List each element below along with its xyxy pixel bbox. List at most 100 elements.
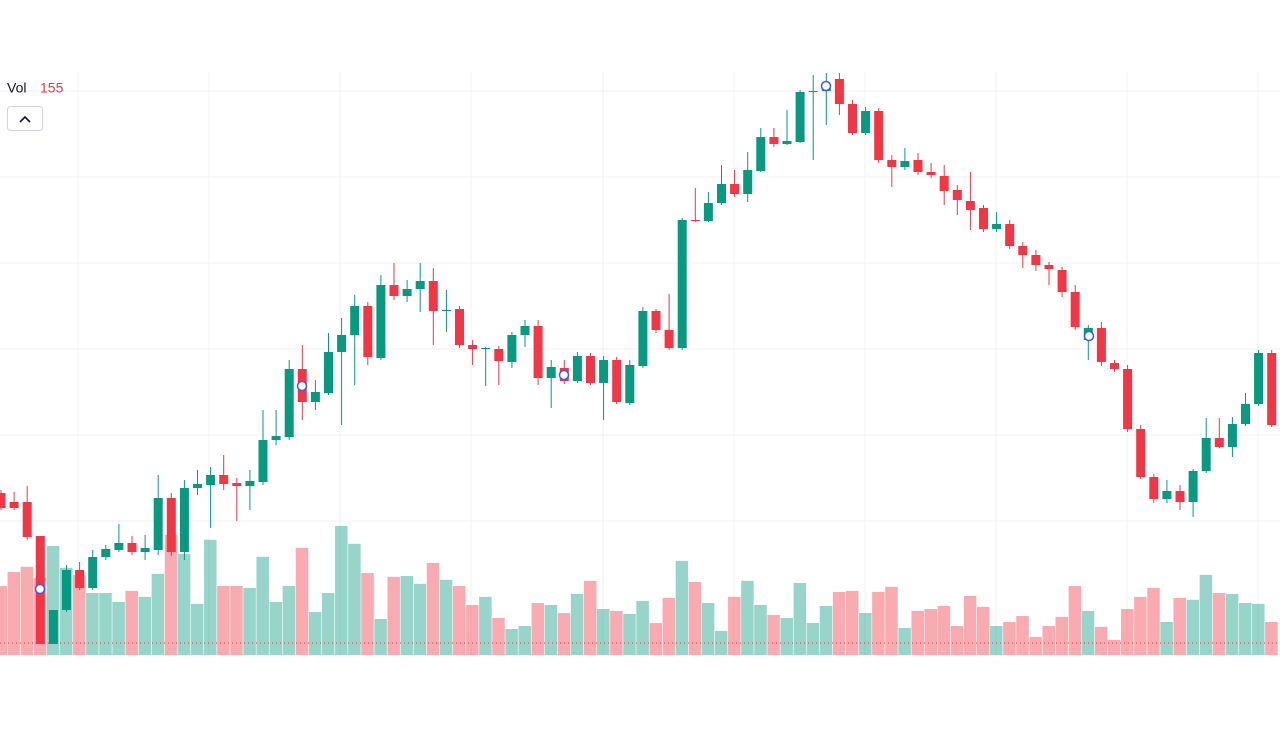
candle-body <box>677 220 687 348</box>
candle-body <box>638 311 648 366</box>
volume-bar <box>1003 621 1016 655</box>
volume-bar <box>20 566 34 655</box>
candle-body <box>795 92 805 142</box>
event-marker[interactable] <box>34 583 46 595</box>
volume-bar <box>623 613 636 655</box>
collapse-button[interactable] <box>7 106 43 131</box>
volume-bar <box>924 608 938 655</box>
volume-bar <box>374 619 387 655</box>
legend-value: 155 <box>40 80 64 96</box>
volume-bar <box>1199 574 1213 655</box>
candle-body <box>730 184 740 194</box>
candle-body <box>703 203 713 221</box>
candle-body <box>310 392 320 402</box>
volume-bar <box>492 617 505 655</box>
volume-bar <box>361 572 374 655</box>
volume-bar <box>282 585 296 655</box>
candle-body <box>324 352 333 393</box>
candle-body <box>428 281 438 311</box>
volume-bar <box>793 583 807 655</box>
candle-body <box>1162 491 1172 499</box>
candle-body <box>206 475 216 485</box>
volume-bar <box>701 603 715 655</box>
volume-bars <box>0 525 1278 655</box>
candle-body <box>1188 471 1198 502</box>
event-markers <box>34 80 1095 595</box>
candle-body <box>900 161 910 167</box>
volume-bar <box>610 610 623 655</box>
candle-body <box>1175 491 1185 502</box>
event-marker[interactable] <box>296 380 308 392</box>
volume-bar <box>1160 621 1173 655</box>
volume-bar <box>1081 610 1095 655</box>
candle-body <box>337 335 347 352</box>
volume-bar <box>845 590 859 655</box>
volume-bar <box>819 606 833 655</box>
volume-bar <box>505 629 518 655</box>
volume-bar <box>976 606 990 655</box>
chevron-up-icon[interactable] <box>19 115 31 123</box>
volume-bar <box>832 591 846 655</box>
volume-bar <box>675 560 689 655</box>
volume-bar <box>86 593 99 655</box>
volume-bar <box>112 601 125 655</box>
volume-bar <box>413 583 427 655</box>
volume-bar <box>859 613 872 655</box>
volume-bar <box>138 596 152 655</box>
volume-bar <box>335 525 348 655</box>
candle-body <box>952 190 962 200</box>
volume-bar <box>1252 603 1265 655</box>
volume-bar <box>1016 616 1029 655</box>
candle-body <box>455 309 464 345</box>
volume-bar <box>190 603 204 655</box>
volume-bar <box>73 574 86 655</box>
volume-bar <box>583 580 597 655</box>
candle-body <box>887 160 897 167</box>
volume-bar <box>885 586 898 655</box>
volume-bar <box>230 585 243 655</box>
volume-bar <box>1042 626 1055 655</box>
volume-bar <box>597 608 610 655</box>
volume-bar <box>636 600 649 655</box>
candle-body <box>441 310 451 311</box>
candle-body <box>1241 404 1250 424</box>
volume-bar <box>1094 626 1108 655</box>
candle-body <box>769 137 779 144</box>
candle-body <box>0 493 6 508</box>
volume-bar <box>963 595 977 655</box>
candle-body <box>245 481 255 486</box>
volume-bar <box>1147 587 1160 655</box>
candle-body <box>75 570 85 588</box>
event-marker[interactable] <box>558 369 570 381</box>
event-marker[interactable] <box>820 80 832 92</box>
candle-body <box>965 201 975 210</box>
volume-bar <box>557 613 571 655</box>
candle-body <box>166 498 176 552</box>
candle-body <box>219 475 229 484</box>
candle-body <box>520 326 530 335</box>
volume-bar <box>688 581 702 655</box>
candle-body <box>127 543 137 552</box>
candle-body <box>1267 353 1277 425</box>
candle-body <box>1227 424 1237 447</box>
candle-body <box>179 488 189 552</box>
candle-body <box>586 356 595 383</box>
candle-body <box>1031 255 1041 265</box>
event-marker[interactable] <box>1083 330 1095 342</box>
button-frame[interactable] <box>7 106 43 131</box>
candle-body <box>271 436 281 440</box>
candle-body <box>88 557 98 588</box>
candle-body <box>140 548 150 552</box>
volume-bar <box>400 575 414 655</box>
grid <box>0 72 1280 655</box>
candle-body <box>1201 438 1211 471</box>
candle-body <box>389 285 399 296</box>
candle-body <box>22 502 32 537</box>
volume-bar <box>767 614 780 655</box>
candle-body <box>664 330 674 348</box>
candle-body <box>861 111 871 133</box>
candle-body <box>1149 477 1159 499</box>
candle-body <box>350 306 360 335</box>
candle-body <box>284 369 294 437</box>
